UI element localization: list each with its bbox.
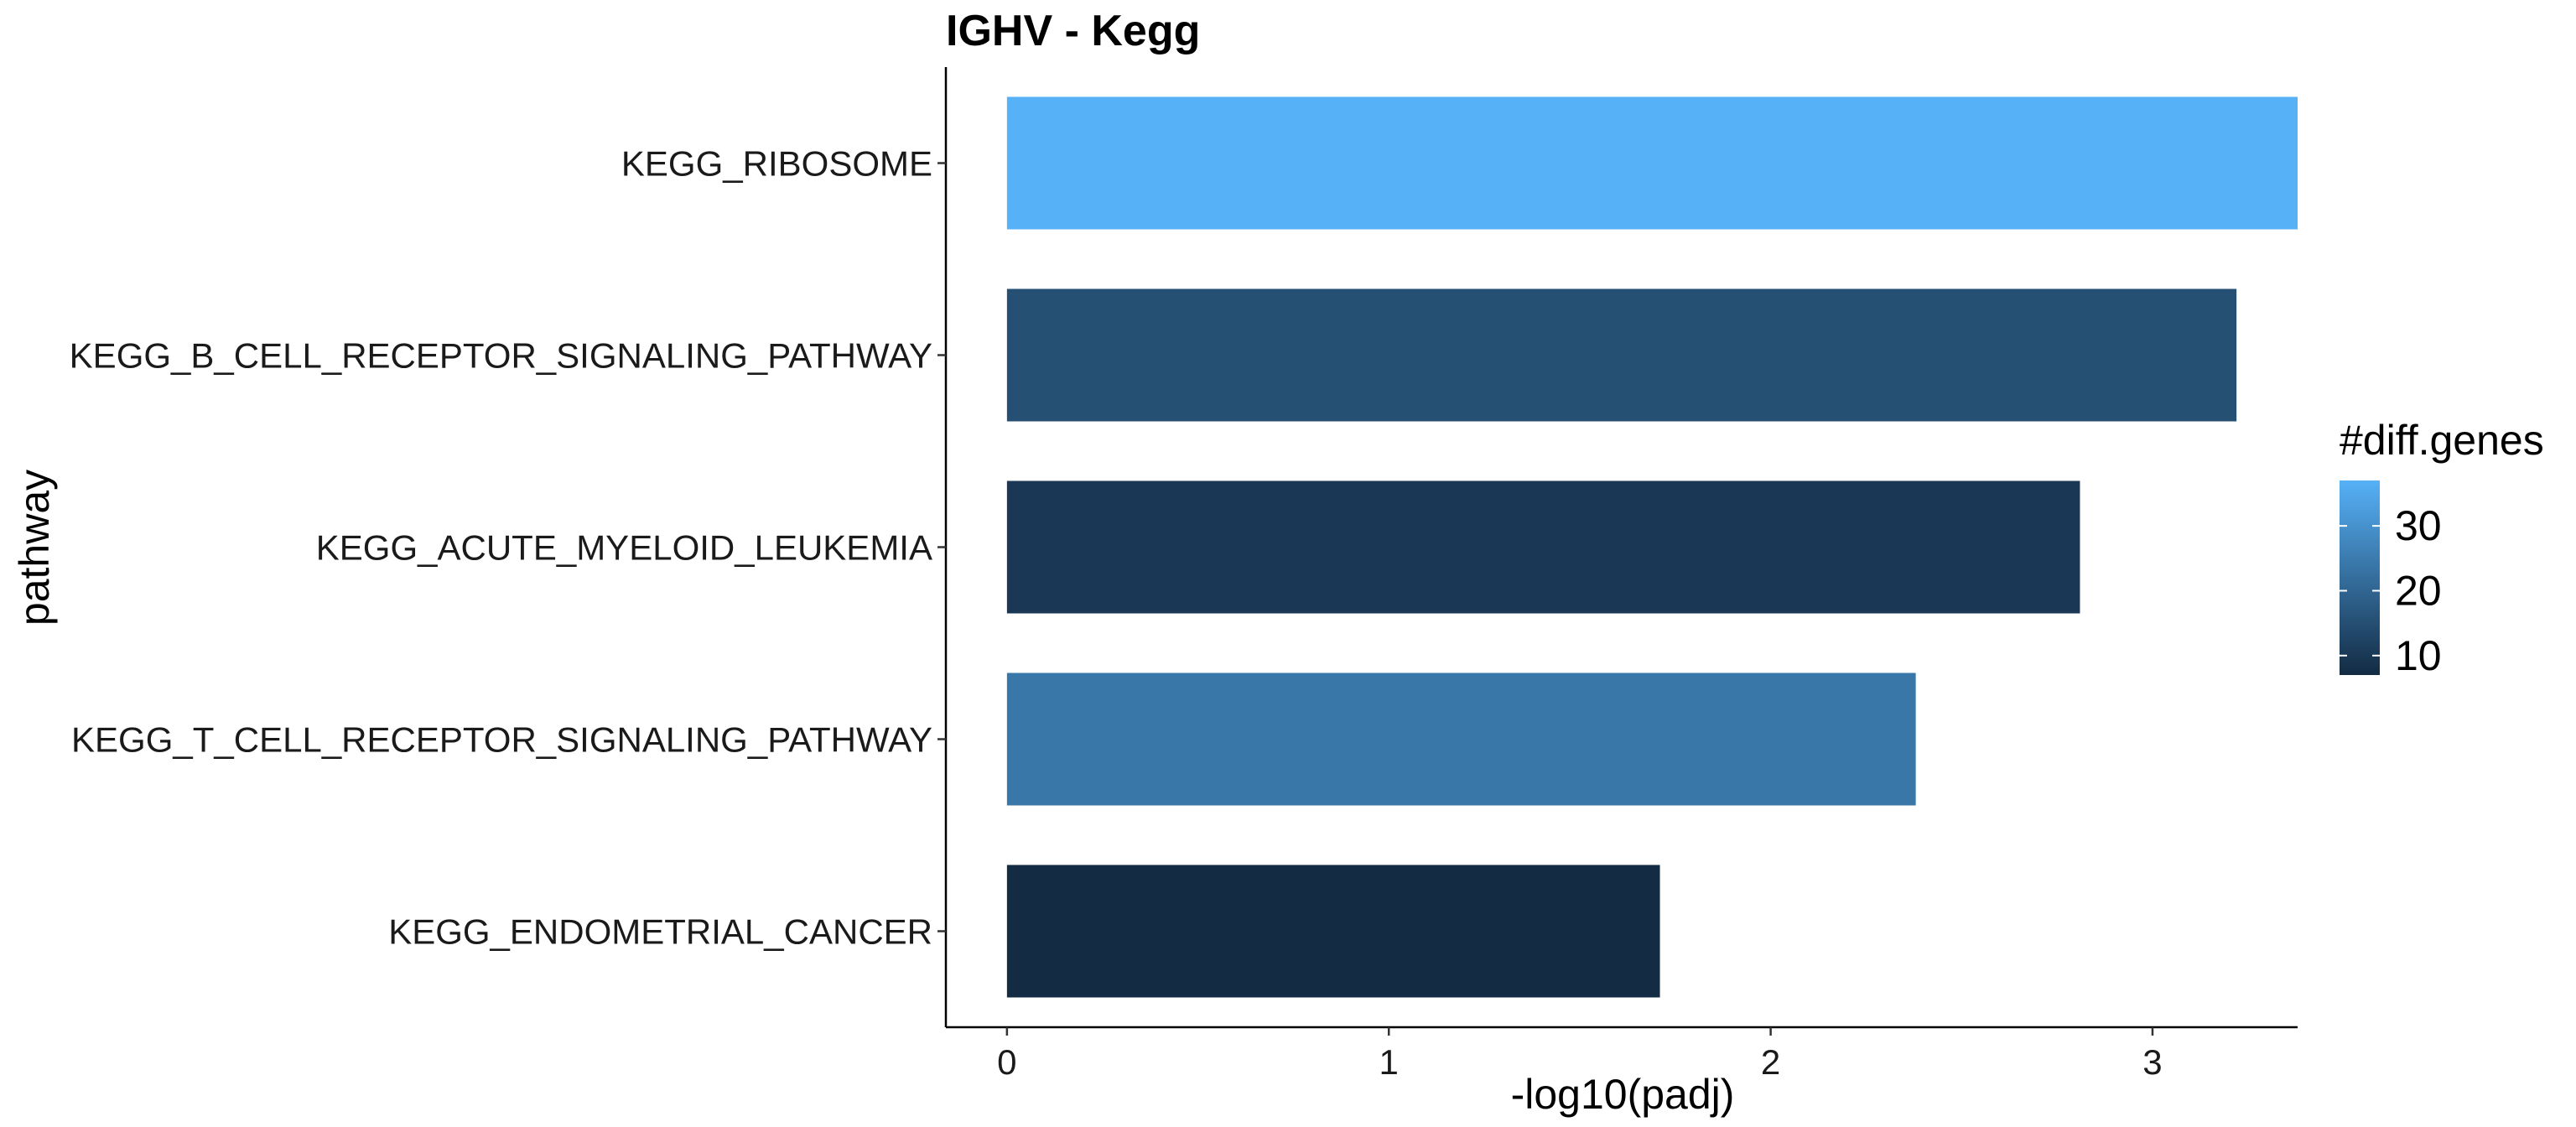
x-tick-label: 3	[2142, 1042, 2162, 1082]
chart-title: IGHV - Kegg	[946, 7, 1200, 55]
legend-colorbar	[2340, 480, 2380, 675]
bars-group	[1006, 96, 2298, 998]
legend-tick-label: 20	[2395, 567, 2442, 614]
y-tick-label: KEGG_RIBOSOME	[621, 144, 932, 184]
x-axis-title: -log10(padj)	[1511, 1071, 1735, 1118]
bar-kegg-b-cell-receptor-signaling-pathway	[1006, 288, 2237, 422]
x-axis-ticks: 0 1 2 3	[997, 1027, 2163, 1082]
legend-ticks: 30 20 10	[2340, 502, 2442, 679]
x-tick-label: 1	[1379, 1042, 1399, 1082]
y-tick-label: KEGG_T_CELL_RECEPTOR_SIGNALING_PATHWAY	[71, 720, 932, 760]
legend-tick-label: 30	[2395, 502, 2442, 549]
x-tick-label: 0	[997, 1042, 1016, 1082]
color-legend: #diff.genes 30 20 10	[2340, 417, 2544, 679]
bar-kegg-t-cell-receptor-signaling-pathway	[1006, 673, 1916, 806]
bar-kegg-ribosome	[1006, 96, 2298, 230]
y-axis-title: pathway	[11, 470, 58, 626]
y-tick-label: KEGG_ENDOMETRIAL_CANCER	[388, 912, 932, 952]
legend-tick-label: 10	[2395, 632, 2442, 679]
y-tick-label: KEGG_ACUTE_MYELOID_LEUKEMIA	[316, 528, 932, 568]
legend-title: #diff.genes	[2340, 417, 2544, 464]
y-tick-label: KEGG_B_CELL_RECEPTOR_SIGNALING_PATHWAY	[70, 336, 932, 376]
bar-kegg-acute-myeloid-leukemia	[1006, 480, 2080, 614]
y-axis-ticks: KEGG_RIBOSOME KEGG_B_CELL_RECEPTOR_SIGNAL…	[70, 144, 946, 952]
x-tick-label: 2	[1761, 1042, 1780, 1082]
bar-kegg-endometrial-cancer	[1006, 865, 1660, 998]
